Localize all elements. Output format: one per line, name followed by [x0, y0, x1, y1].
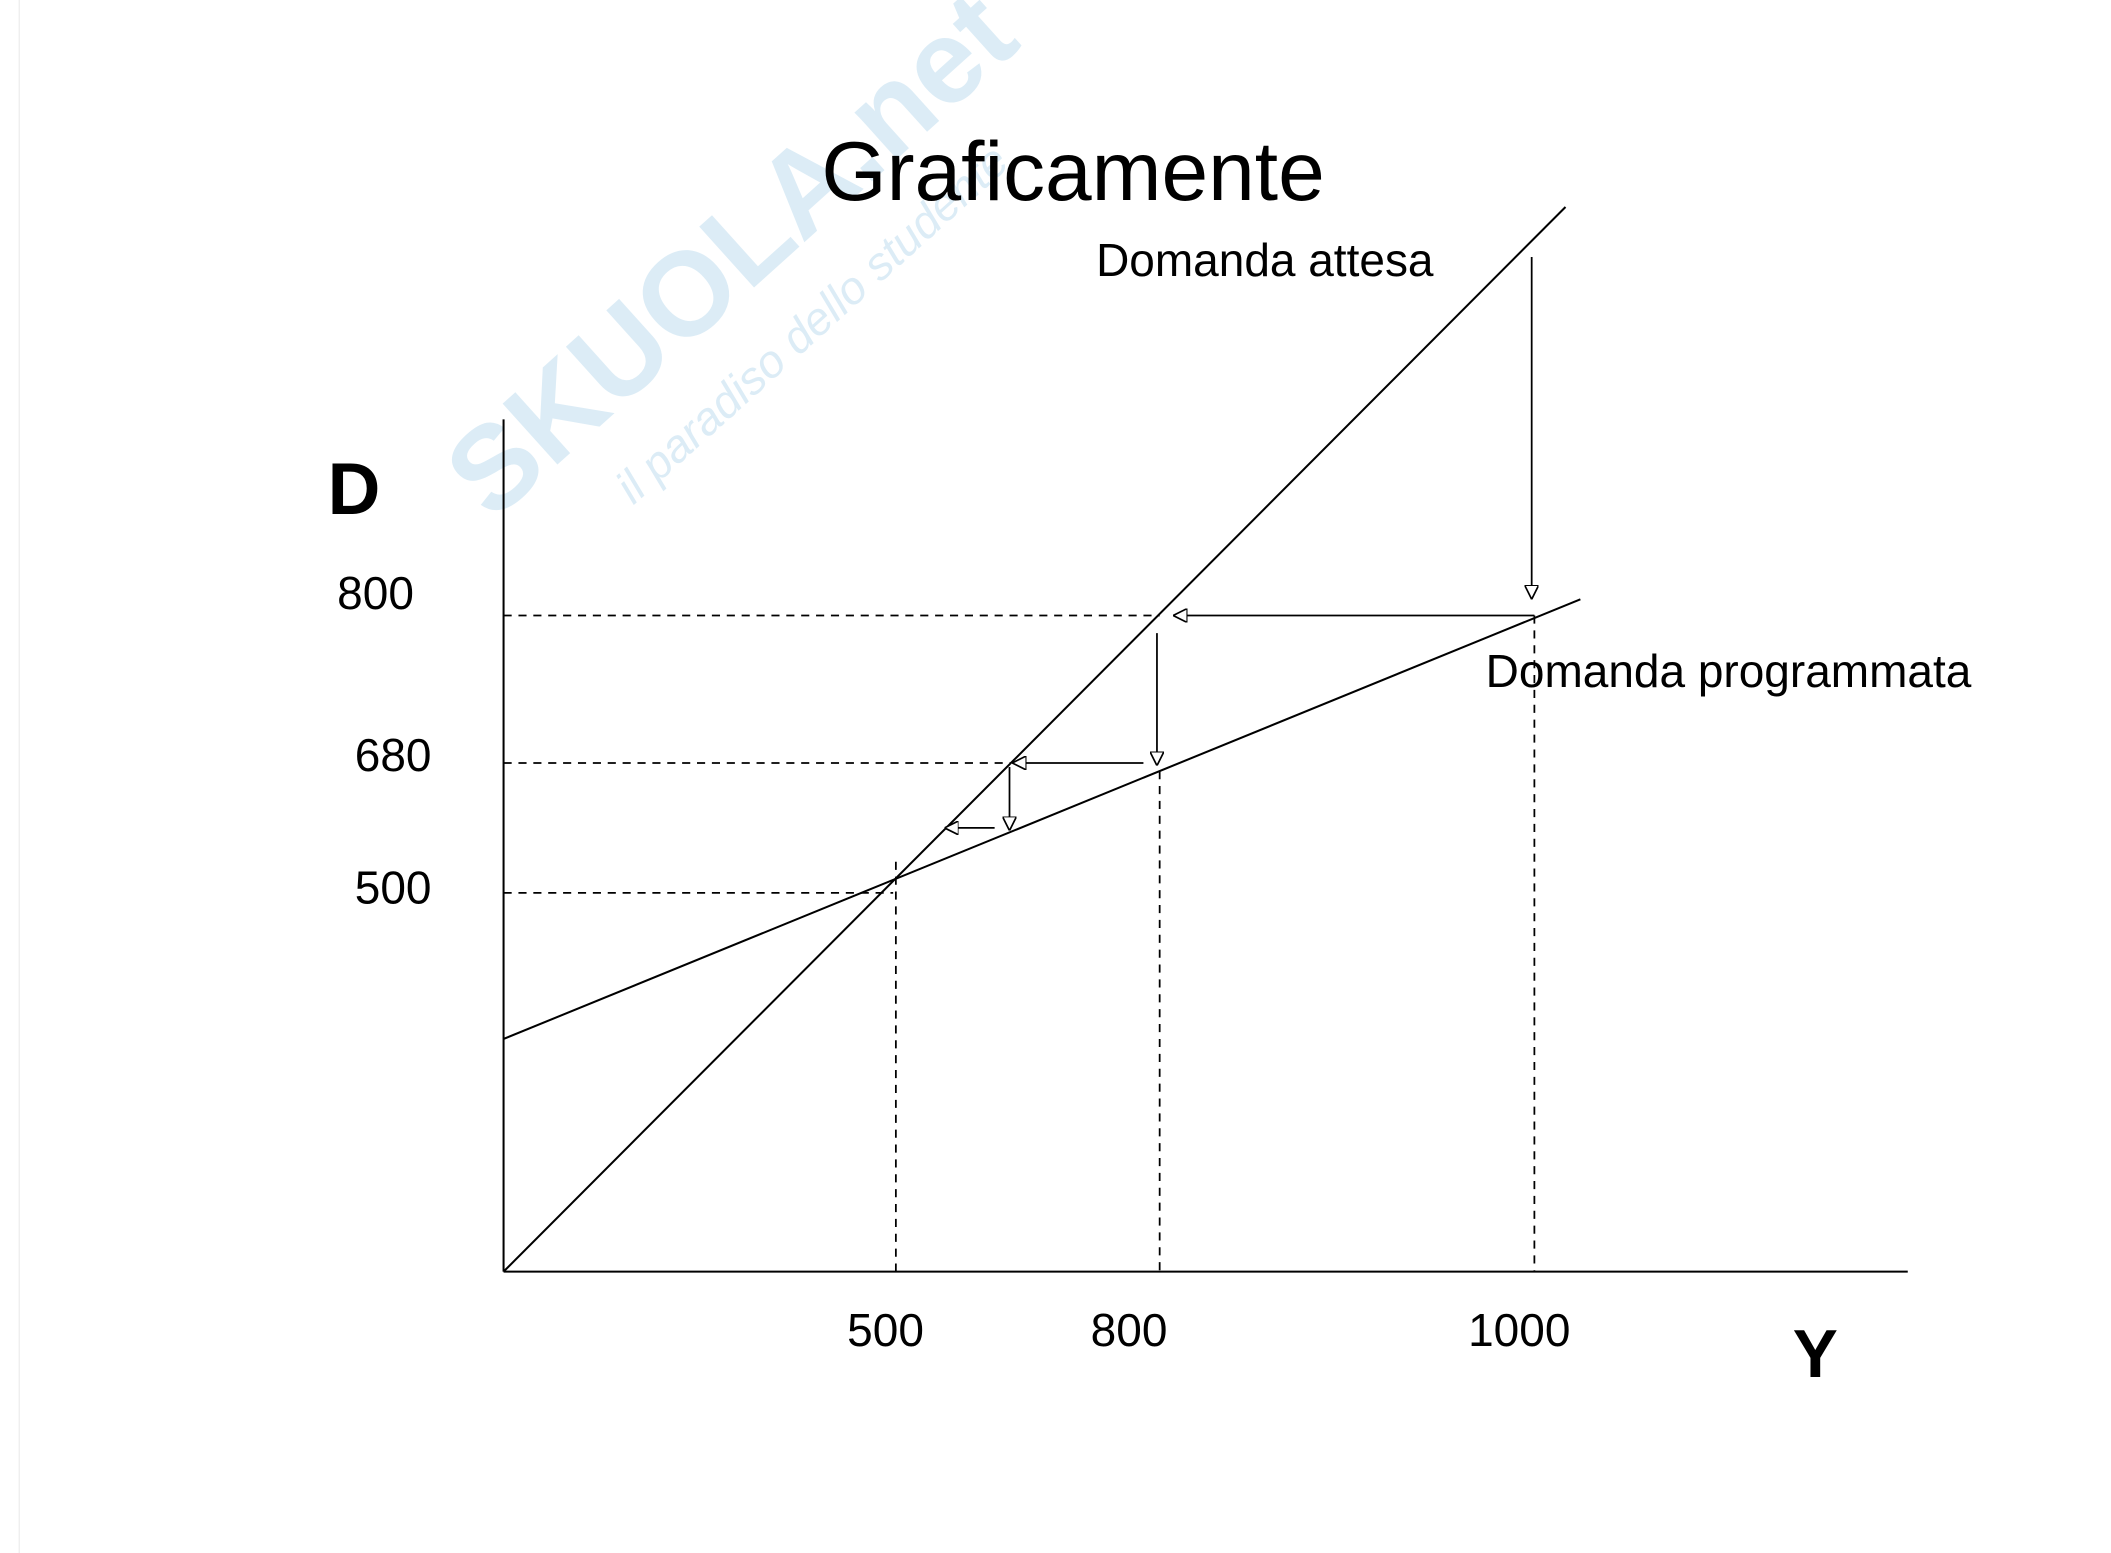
- y-tick-label: 800: [337, 567, 414, 619]
- line-label: Domanda attesa: [1096, 234, 1434, 286]
- x-tick-label: 500: [847, 1304, 924, 1356]
- watermark-brand: SKUOLA.net: [421, 0, 1041, 542]
- x-axis-label: Y: [1793, 1317, 1838, 1392]
- y-tick-label: 680: [355, 729, 432, 781]
- title: Graficamente: [821, 124, 1324, 218]
- expected-demand-line: [502, 206, 1567, 1273]
- planned-demand-line: [503, 598, 1581, 1040]
- x-tick-label: 1000: [1468, 1304, 1570, 1356]
- x-tick-label: 800: [1091, 1304, 1168, 1356]
- line-label: Domanda programmata: [1486, 645, 1972, 697]
- y-axis-label: D: [328, 449, 381, 530]
- watermark: SKUOLA.net il paradiso dello studente: [421, 0, 1041, 542]
- y-tick-label: 500: [355, 862, 432, 914]
